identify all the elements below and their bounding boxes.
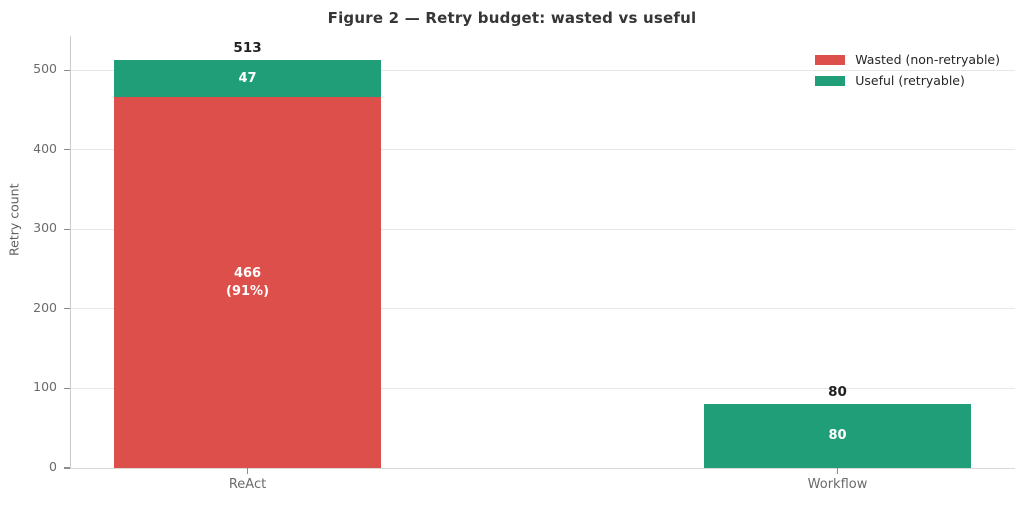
y-tick-mark xyxy=(64,69,70,71)
y-tick-mark xyxy=(64,467,70,469)
legend-swatch-wasted xyxy=(815,54,846,65)
x-tick-mark xyxy=(836,468,839,474)
gridline xyxy=(71,308,1015,310)
bar-total-label: 513 xyxy=(233,39,262,56)
legend-label: Wasted (non-retryable) xyxy=(855,52,1000,67)
x-tick-label: Workflow xyxy=(807,477,868,492)
bar-segment-label: 80 xyxy=(828,428,847,444)
bar-segment-label: 466 (91%) xyxy=(226,265,270,299)
gridline xyxy=(71,149,1015,151)
y-tick-label: 100 xyxy=(33,379,57,395)
legend-item-wasted: Wasted (non-retryable) xyxy=(815,49,1000,70)
y-tick-label: 300 xyxy=(33,220,57,236)
y-tick-label: 0 xyxy=(49,459,57,474)
bar-segment-useful: 80 xyxy=(704,404,972,468)
bar-segment-label: 47 xyxy=(238,70,257,86)
gridline xyxy=(71,69,1015,71)
y-tick-mark xyxy=(64,308,70,310)
plot-area: 0 100 200 300 400 500 466 (91%) 47 513 ReAct 80 80 W… xyxy=(33,36,1015,492)
legend-swatch-useful xyxy=(815,75,846,86)
y-tick-mark xyxy=(64,387,70,390)
bar-total-label: 80 xyxy=(828,384,847,401)
y-tick-mark xyxy=(64,149,70,151)
chart-title: Figure 2 — Retry budget: wasted vs usefu… xyxy=(327,9,697,27)
y-tick-label: 500 xyxy=(33,61,57,77)
legend-item-useful: Useful (retryable) xyxy=(815,70,1000,91)
gridline xyxy=(71,228,1015,230)
bar-segment-wasted: 466 (91%) xyxy=(114,97,382,468)
y-tick-mark xyxy=(64,228,70,230)
gridline xyxy=(71,387,1015,389)
bar-segment-useful: 47 xyxy=(114,59,382,98)
chart-legend: Wasted (non-retryable) Useful (retryable) xyxy=(815,49,1000,91)
y-tick-label: 200 xyxy=(33,299,57,315)
x-tick-mark xyxy=(246,468,249,474)
x-tick-label: ReAct xyxy=(228,477,267,492)
y-tick-label: 400 xyxy=(33,140,57,156)
legend-label: Useful (retryable) xyxy=(855,73,965,88)
